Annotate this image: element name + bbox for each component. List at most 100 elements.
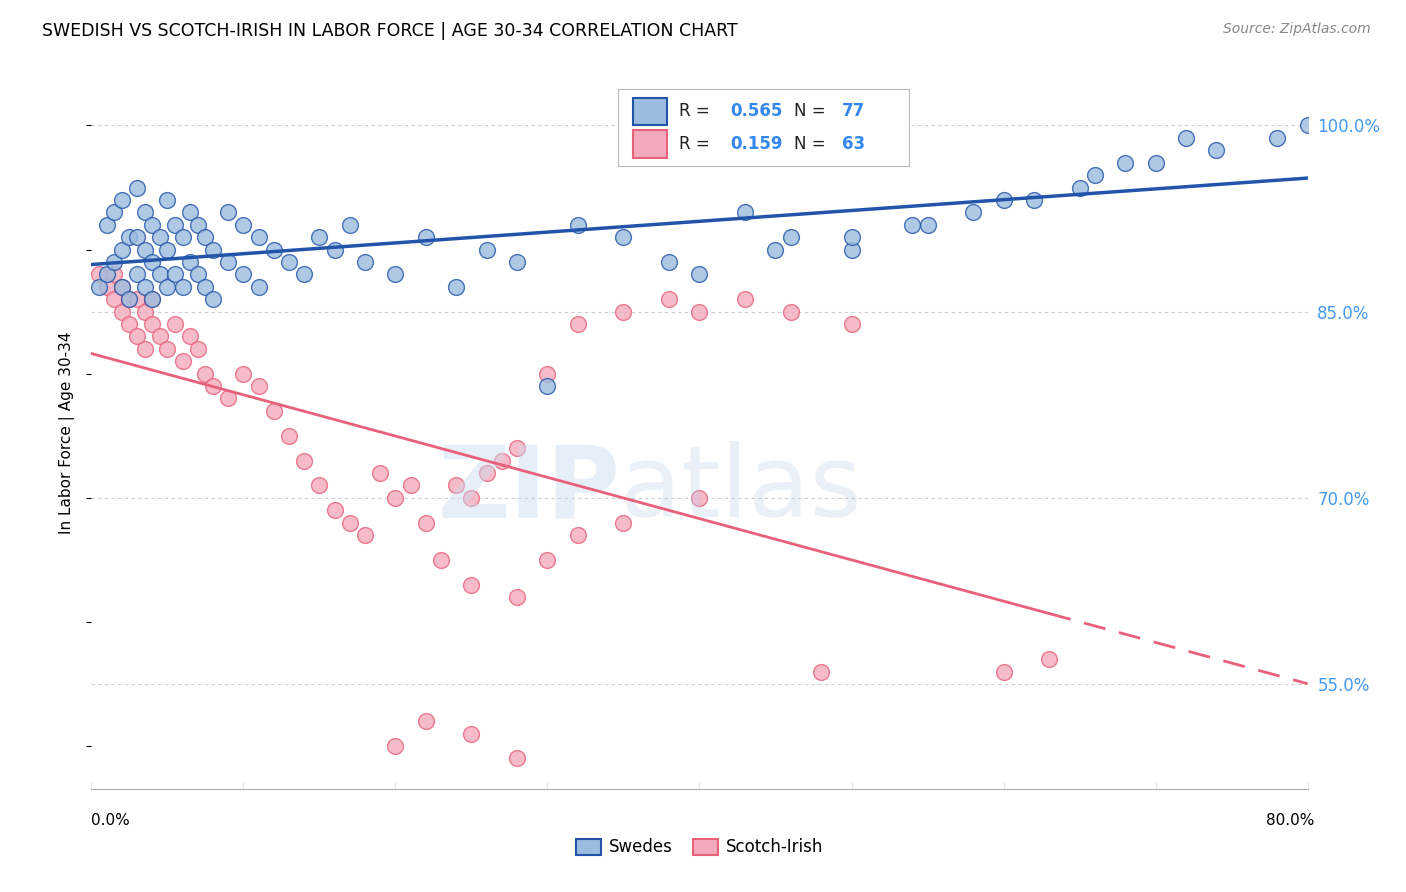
Point <box>247 280 270 294</box>
Point <box>779 304 801 318</box>
Point <box>779 230 801 244</box>
Point <box>141 255 163 269</box>
Point <box>308 230 330 244</box>
Point <box>232 268 254 282</box>
Point <box>247 379 270 393</box>
Point <box>118 230 141 244</box>
Point <box>103 268 125 282</box>
Text: R =: R = <box>679 102 714 120</box>
Point <box>841 230 863 244</box>
Point <box>194 367 217 381</box>
Text: 80.0%: 80.0% <box>1267 814 1315 828</box>
Point <box>141 292 163 306</box>
Point <box>141 292 163 306</box>
Point <box>688 491 710 505</box>
Point <box>179 255 201 269</box>
Point <box>217 392 239 406</box>
Point <box>384 268 406 282</box>
Point <box>1205 143 1227 157</box>
Point <box>163 268 186 282</box>
Legend: Swedes, Scotch-Irish: Swedes, Scotch-Irish <box>569 832 830 863</box>
Point <box>475 466 498 480</box>
Point <box>134 280 156 294</box>
Point <box>134 205 156 219</box>
Point <box>149 329 172 343</box>
Point <box>292 268 315 282</box>
Point <box>399 478 422 492</box>
Point <box>810 665 832 679</box>
Point <box>962 205 984 219</box>
Point <box>87 268 110 282</box>
Point <box>278 255 301 269</box>
Point <box>841 317 863 331</box>
Point <box>612 230 634 244</box>
Point <box>506 590 529 604</box>
Point <box>993 193 1015 207</box>
Point <box>96 280 118 294</box>
Point <box>292 453 315 467</box>
Point <box>506 751 529 765</box>
Point <box>179 329 201 343</box>
FancyBboxPatch shape <box>633 97 666 125</box>
Point <box>202 379 225 393</box>
Text: N =: N = <box>794 102 831 120</box>
Point <box>841 243 863 257</box>
Point <box>506 255 529 269</box>
Point <box>96 268 118 282</box>
Y-axis label: In Labor Force | Age 30-34: In Labor Force | Age 30-34 <box>59 331 76 534</box>
Point <box>134 243 156 257</box>
Point <box>232 367 254 381</box>
Point <box>1265 131 1288 145</box>
Point <box>156 243 179 257</box>
Point <box>125 230 148 244</box>
Text: R =: R = <box>679 135 714 153</box>
Point <box>87 280 110 294</box>
Point <box>354 528 377 542</box>
Point <box>1022 193 1045 207</box>
Point <box>156 342 179 356</box>
Point <box>247 230 270 244</box>
Point <box>111 193 134 207</box>
Text: 63: 63 <box>842 135 865 153</box>
Text: ZIP: ZIP <box>437 442 620 538</box>
Point <box>567 528 589 542</box>
Point <box>354 255 377 269</box>
Point <box>1144 155 1167 169</box>
Point <box>278 428 301 442</box>
Point <box>658 292 681 306</box>
Text: 0.0%: 0.0% <box>91 814 131 828</box>
Point <box>612 304 634 318</box>
Point <box>323 503 346 517</box>
Point <box>734 292 756 306</box>
Point <box>194 280 217 294</box>
Point <box>172 230 194 244</box>
Point <box>1038 652 1060 666</box>
Point <box>111 280 134 294</box>
Point <box>612 516 634 530</box>
FancyBboxPatch shape <box>619 88 908 167</box>
Point <box>536 367 558 381</box>
Point <box>172 280 194 294</box>
Point <box>415 516 437 530</box>
Point <box>149 230 172 244</box>
Point <box>103 205 125 219</box>
Text: 0.565: 0.565 <box>730 102 782 120</box>
Text: 0.159: 0.159 <box>730 135 782 153</box>
Point <box>172 354 194 368</box>
Point <box>491 453 513 467</box>
Point <box>141 218 163 232</box>
Point <box>202 243 225 257</box>
Point <box>536 379 558 393</box>
Point <box>1114 155 1136 169</box>
Point <box>125 329 148 343</box>
Point <box>415 714 437 728</box>
Point <box>734 205 756 219</box>
Point <box>125 180 148 194</box>
Point <box>111 280 134 294</box>
Point <box>103 292 125 306</box>
Text: SWEDISH VS SCOTCH-IRISH IN LABOR FORCE | AGE 30-34 CORRELATION CHART: SWEDISH VS SCOTCH-IRISH IN LABOR FORCE |… <box>42 22 738 40</box>
Point <box>444 478 467 492</box>
Point <box>430 553 453 567</box>
Point <box>368 466 391 480</box>
Point <box>475 243 498 257</box>
